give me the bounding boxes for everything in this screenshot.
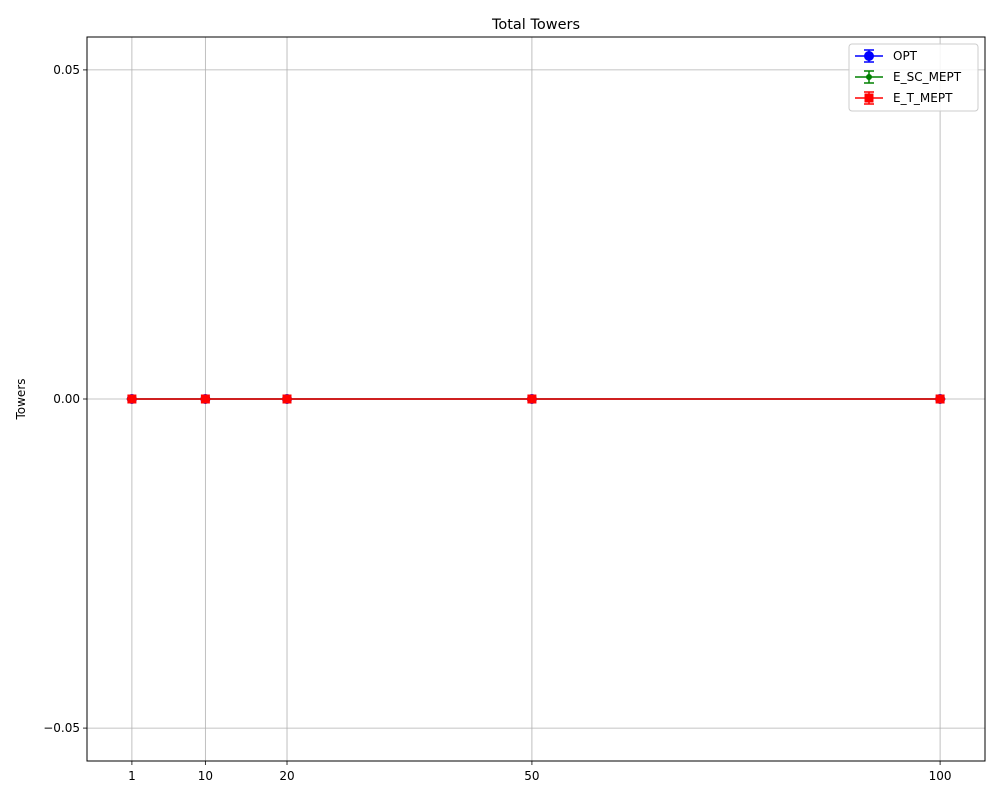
legend-item: OPT <box>855 49 918 63</box>
legend-marker <box>864 51 874 61</box>
legend-item: E_SC_MEPT <box>855 70 962 84</box>
data-point <box>282 394 292 404</box>
y-tick-label: 0.00 <box>53 392 80 406</box>
x-tick-label: 50 <box>524 769 539 783</box>
series-e-t-mept <box>126 394 946 404</box>
legend-box <box>848 43 979 112</box>
chart-title: Total Towers <box>491 17 580 33</box>
data-point <box>935 394 945 404</box>
legend: OPT E_SC_MEPT E_T_MEPT <box>848 43 979 112</box>
legend-item: E_T_MEPT <box>855 91 953 105</box>
legend-label: E_T_MEPT <box>893 91 953 105</box>
legend-marker <box>866 74 872 80</box>
data-point <box>127 394 137 404</box>
y-axis-label: Towers <box>14 378 28 420</box>
legend-label: E_SC_MEPT <box>893 70 962 84</box>
y-tick-label: −0.05 <box>43 721 80 735</box>
data-point <box>200 394 210 404</box>
legend-marker <box>864 93 874 103</box>
legend-label: OPT <box>893 49 918 63</box>
x-tick-label: 100 <box>929 769 952 783</box>
x-tick-label: 20 <box>279 769 294 783</box>
series-layer <box>126 394 946 404</box>
x-tick-label: 1 <box>128 769 136 783</box>
ticks-layer: 1 10 20 50 100 0.05 0.00 −0.05 <box>43 63 951 783</box>
data-point <box>527 394 537 404</box>
x-tick-label: 10 <box>198 769 213 783</box>
y-tick-label: 0.05 <box>53 63 80 77</box>
